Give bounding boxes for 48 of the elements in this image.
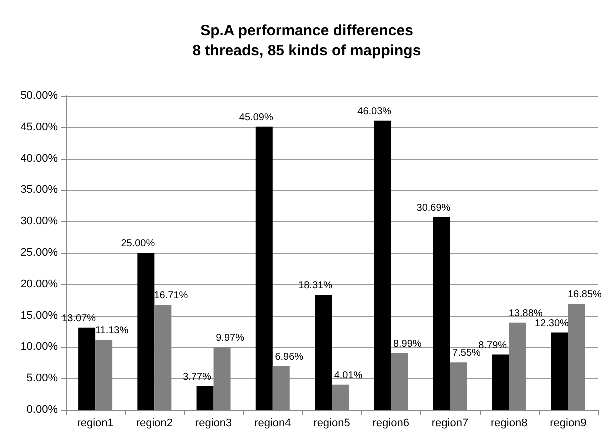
y-tick-label: 25.00%	[20, 247, 58, 259]
data-label: 8.79%	[478, 340, 508, 352]
y-tick-label: 10.00%	[20, 341, 58, 354]
x-tick-label: region2	[136, 418, 174, 430]
y-tick-label: 40.00%	[20, 152, 58, 165]
x-tick-label: region9	[550, 418, 587, 430]
data-label: 46.03%	[358, 106, 392, 118]
y-tick-label: 5.00%	[26, 372, 58, 385]
data-label: 6.96%	[275, 352, 304, 363]
data-label: 3.77%	[183, 372, 212, 383]
data-label: 30.69%	[416, 202, 451, 214]
y-tick-label: 30.00%	[20, 216, 58, 228]
y-tick-label: 35.00%	[20, 184, 58, 196]
data-label: 13.07%	[62, 313, 96, 324]
data-label: 11.13%	[95, 326, 129, 337]
bar	[196, 386, 214, 410]
data-label: 9.97%	[216, 332, 245, 344]
y-tick-label: 45.00%	[20, 121, 58, 134]
x-tick-label: region1	[77, 418, 114, 430]
x-tick-label: region5	[314, 418, 350, 430]
x-tick-label: region8	[490, 418, 528, 430]
bar	[78, 328, 96, 410]
data-label: 16.85%	[568, 290, 602, 301]
y-tick-label: 15.00%	[20, 310, 58, 322]
data-label: 8.99%	[393, 339, 422, 350]
bar	[433, 217, 450, 410]
x-tick-label: region6	[372, 418, 410, 430]
bar	[256, 126, 273, 410]
x-tick-label: region3	[195, 418, 232, 430]
y-tick-label: 50.00%	[20, 90, 58, 102]
data-label: 18.31%	[298, 280, 333, 292]
data-label: 12.30%	[534, 318, 570, 330]
data-label: 4.01%	[334, 370, 363, 382]
chart-title: Sp.A performance differences 8 threads, 85 kinds of mappings	[192, 22, 422, 60]
y-tick-label: 0.00%	[26, 404, 58, 416]
data-label: 16.71%	[154, 290, 188, 302]
x-tick-label: region7	[432, 418, 469, 430]
x-tick-label: region4	[254, 418, 292, 430]
data-label: 7.55%	[452, 348, 482, 360]
data-label: 13.88%	[508, 308, 543, 320]
bar	[138, 253, 155, 410]
y-tick-label: 20.00%	[20, 278, 58, 290]
bar	[374, 120, 392, 410]
bar	[551, 332, 568, 410]
data-label: 45.09%	[239, 112, 274, 124]
bar	[492, 354, 510, 410]
bar	[315, 295, 332, 410]
data-label: 25.00%	[121, 238, 156, 250]
